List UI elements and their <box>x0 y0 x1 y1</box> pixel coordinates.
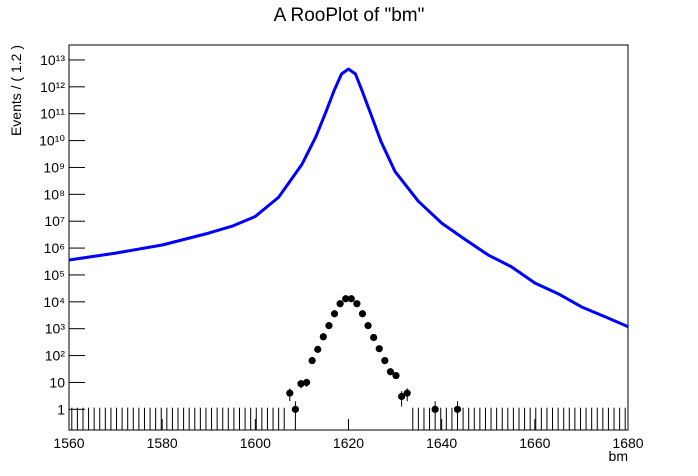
x-axis-label: bm <box>609 448 628 464</box>
y-axis-label: Events / ( 1.2 ) <box>8 45 24 136</box>
y-tick-label: 10¹³ <box>40 52 65 68</box>
data-point <box>314 345 322 353</box>
data-point <box>297 380 305 388</box>
y-tick-label: 10³ <box>45 321 66 337</box>
data-point <box>358 310 367 318</box>
chart-title: A RooPlot of "bm" <box>274 5 425 26</box>
y-tick-label: 10⁷ <box>44 213 65 229</box>
data-point <box>325 322 333 330</box>
y-tick-label: 10 <box>49 374 65 390</box>
curve <box>68 67 629 328</box>
data-point <box>347 295 355 303</box>
data-point <box>291 405 299 413</box>
x-tick-label: 1620 <box>333 435 364 451</box>
y-tick-label: 10¹¹ <box>40 106 65 122</box>
data-point <box>370 333 378 342</box>
x-tick-label: 1640 <box>426 435 457 451</box>
data-point <box>392 371 400 380</box>
data-point <box>330 310 339 318</box>
data-point <box>342 295 350 303</box>
y-tick-label: 10¹⁰ <box>39 133 65 149</box>
x-tick-label: 1660 <box>519 435 550 451</box>
y-tick-label: 10² <box>45 348 66 364</box>
data-point <box>386 368 395 376</box>
x-tick-label: 1680 <box>612 435 643 451</box>
y-tick-label: 10⁹ <box>43 159 65 175</box>
data-point <box>302 378 311 387</box>
x-tick-label: 1580 <box>147 435 178 451</box>
data-point <box>336 300 344 308</box>
y-tick-label: 1 <box>57 401 65 417</box>
y-tick-label: 10⁶ <box>44 240 65 256</box>
y-tick-label: 10⁸ <box>44 186 66 202</box>
y-tick-label: 10⁵ <box>44 267 65 283</box>
data-point <box>398 392 406 401</box>
data-point <box>403 389 411 397</box>
x-tick-label: 1560 <box>53 435 84 451</box>
data-point <box>286 389 294 397</box>
y-tick-label: 10⁴ <box>43 294 65 310</box>
data-point <box>308 356 316 365</box>
data-point <box>319 333 327 341</box>
data-point <box>453 405 462 413</box>
data-point <box>364 322 372 330</box>
data-point <box>375 345 383 353</box>
data-point <box>381 356 389 365</box>
x-tick-label: 1600 <box>240 435 271 451</box>
data-point <box>353 300 361 308</box>
y-tick-label: 10¹² <box>40 79 65 95</box>
data-point <box>431 405 439 413</box>
